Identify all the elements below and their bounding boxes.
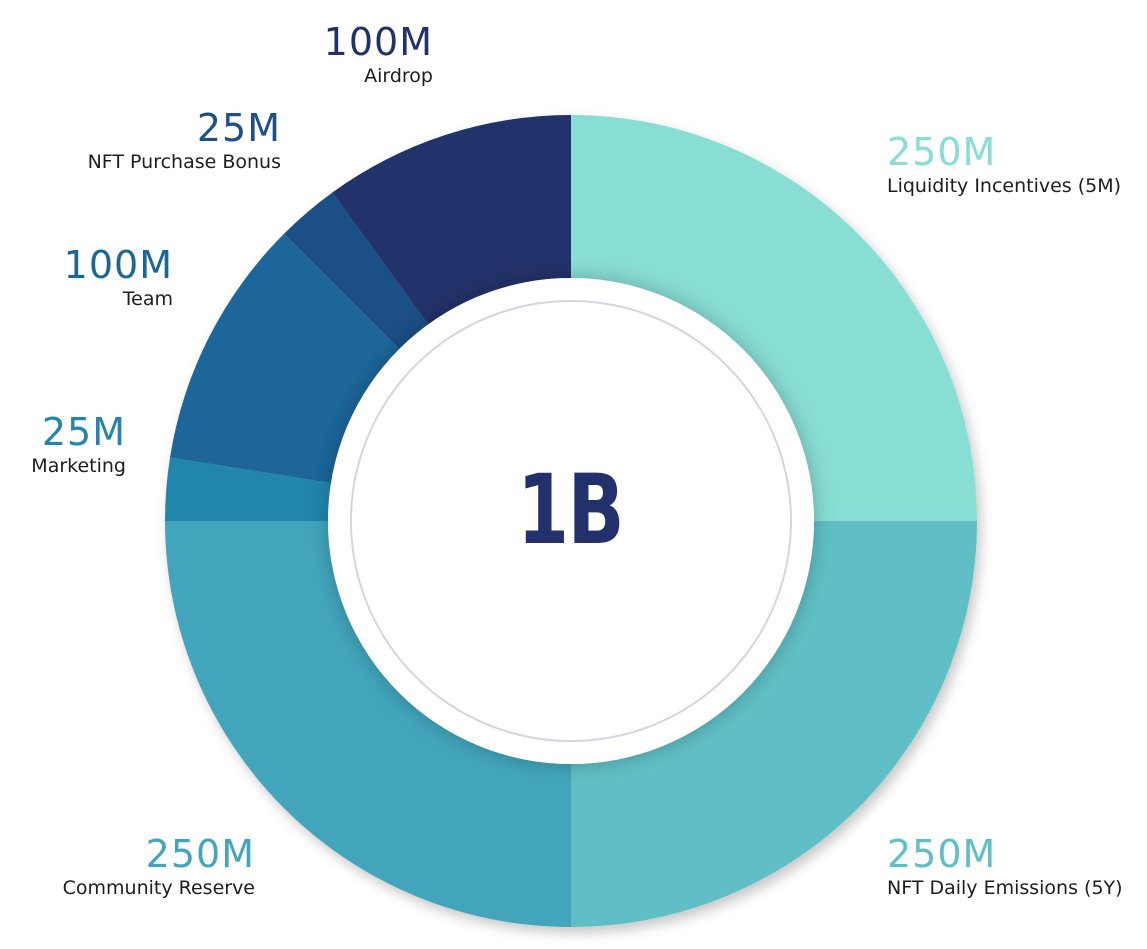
total-supply-label: 1B — [516, 454, 625, 566]
donut-slice-team — [169, 233, 400, 483]
donut-slice-marketing — [165, 457, 331, 521]
donut-slice-liquidity-incentives-5m — [571, 115, 977, 521]
slice-value: 100M — [323, 20, 433, 64]
slice-name: NFT Purchase Bonus — [87, 151, 281, 173]
donut-hole-ring — [350, 300, 792, 742]
slice-value: 250M — [887, 832, 997, 876]
slice-value: 25M — [41, 410, 126, 454]
slice-label-marketing: 25M Marketing — [31, 410, 126, 478]
slice-label-liquidity-incentives: 250M Liquidity Incentives (5M) — [887, 130, 1121, 198]
slice-label-nft-daily-emissions: 250M NFT Daily Emissions (5Y) — [887, 832, 1123, 900]
slice-value: 100M — [63, 243, 173, 287]
donut-slice-nft-purchase-bonus — [283, 192, 429, 350]
slice-label-nft-purchase-bonus: 25M NFT Purchase Bonus — [88, 106, 281, 174]
slice-name: Marketing — [31, 455, 126, 477]
donut-slice-community-reserve — [165, 521, 571, 927]
slice-value: 250M — [887, 130, 997, 174]
donut-slice-airdrop — [332, 115, 571, 325]
donut-hole — [328, 278, 814, 764]
donut-slice-nft-daily-emissions-5y — [571, 521, 977, 927]
donut-slices — [165, 115, 977, 927]
slice-name: Community Reserve — [62, 877, 255, 899]
slice-label-team: 100M Team — [64, 243, 173, 311]
slice-label-airdrop: 100M Airdrop — [324, 20, 433, 88]
slice-value: 25M — [196, 106, 281, 150]
slice-name: NFT Daily Emissions (5Y) — [887, 877, 1123, 899]
slice-name: Airdrop — [364, 65, 433, 87]
slice-value: 250M — [145, 832, 255, 876]
slice-name: Team — [122, 288, 173, 310]
slice-name: Liquidity Incentives (5M) — [887, 175, 1122, 197]
slice-label-community-reserve: 250M Community Reserve — [63, 832, 255, 900]
